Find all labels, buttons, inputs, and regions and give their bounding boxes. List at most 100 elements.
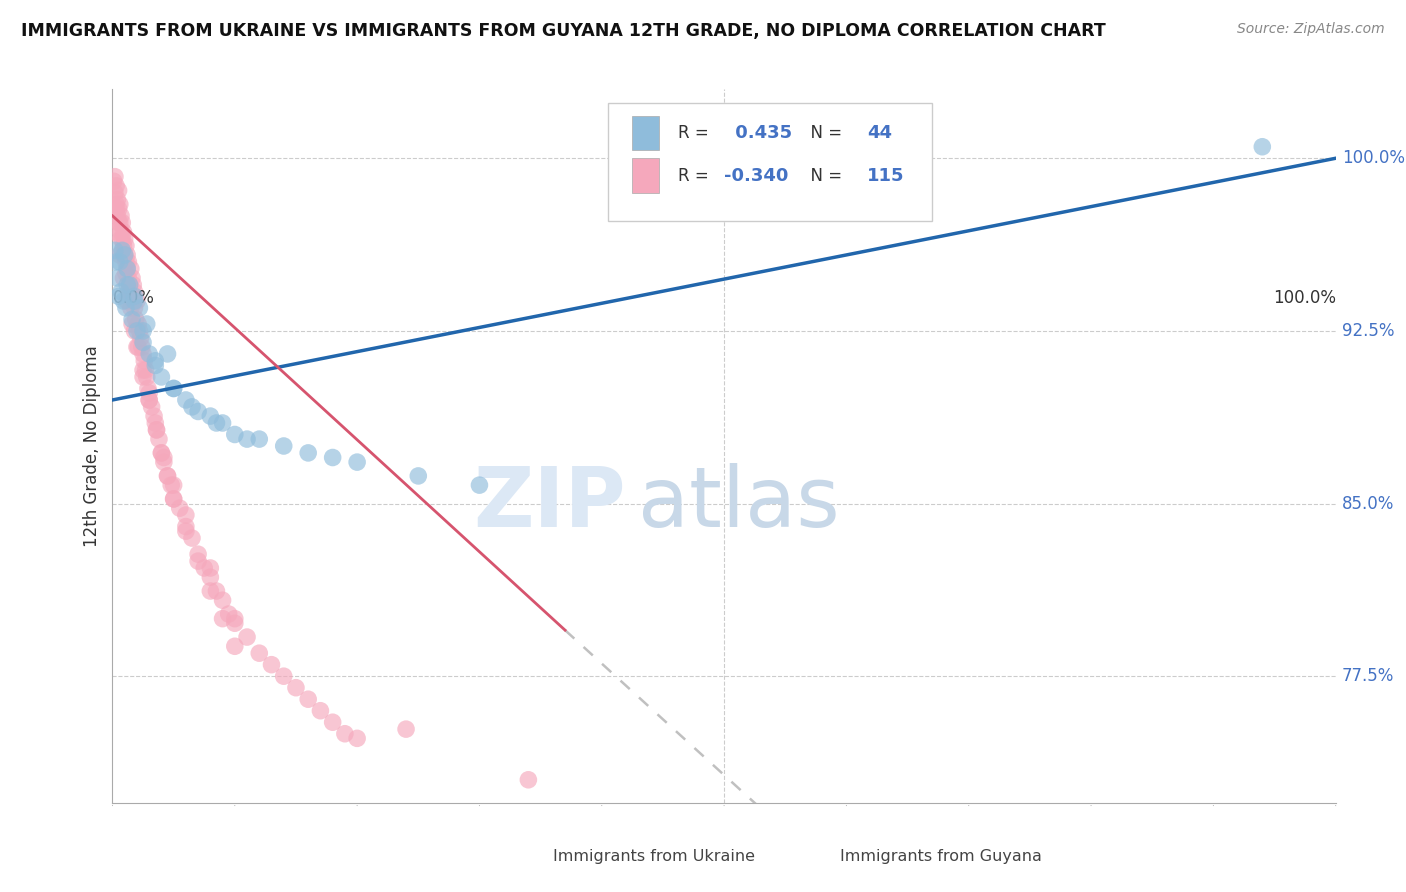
Point (153, 450, 176, 465)
Point (346, 455, 368, 469)
Point (111, 232, 134, 246)
Point (468, 478, 491, 492)
Point (110, 285, 132, 299)
Point (103, 174, 125, 188)
Point (211, 416, 233, 430)
Point (132, 324, 155, 338)
Point (138, 386, 160, 401)
Point (115, 248, 138, 262)
Point (125, 293, 148, 308)
Text: N =: N = (800, 124, 848, 142)
Point (122, 277, 145, 292)
Point (143, 409, 166, 423)
Point (205, 416, 228, 430)
Text: N =: N = (800, 167, 848, 185)
Point (112, 225, 135, 239)
Point (104, 186, 127, 200)
Text: 44: 44 (868, 124, 893, 142)
Point (111, 216, 134, 230)
Bar (633, 159, 659, 193)
Point (148, 432, 170, 446)
Text: ZIP: ZIP (474, 463, 626, 543)
Point (115, 293, 138, 308)
Point (114, 248, 136, 262)
Point (200, 409, 222, 423)
Point (129, 331, 152, 345)
Point (112, 238, 135, 252)
Point (124, 293, 146, 308)
Point (145, 423, 167, 437)
Text: IMMIGRANTS FROM UKRAINE VS IMMIGRANTS FROM GUYANA 12TH GRADE, NO DIPLOMA CORRELA: IMMIGRANTS FROM UKRAINE VS IMMIGRANTS FR… (21, 22, 1107, 40)
Point (122, 293, 145, 308)
Point (297, 446, 319, 460)
Point (143, 416, 166, 430)
Point (333, 727, 356, 741)
Point (107, 202, 129, 216)
Point (124, 289, 146, 303)
Y-axis label: 12th Grade, No Diploma: 12th Grade, No Diploma (83, 345, 101, 547)
Point (136, 381, 159, 395)
Point (309, 704, 332, 718)
Point (107, 289, 129, 303)
Point (105, 209, 128, 223)
FancyBboxPatch shape (607, 103, 932, 221)
Point (120, 301, 142, 315)
Text: R =: R = (678, 167, 714, 185)
Point (150, 446, 173, 460)
Point (156, 347, 179, 361)
Point (112, 271, 135, 285)
Point (153, 455, 176, 469)
Point (127, 340, 149, 354)
Point (124, 285, 146, 299)
Point (115, 266, 138, 280)
Point (211, 593, 233, 607)
Point (115, 301, 138, 315)
Text: 77.5%: 77.5% (1341, 667, 1395, 685)
Bar (633, 116, 659, 150)
Point (121, 317, 143, 331)
Point (105, 178, 128, 193)
Point (284, 681, 308, 695)
Point (105, 197, 128, 211)
Point (105, 225, 128, 239)
Point (115, 238, 138, 252)
Point (121, 271, 143, 285)
Point (115, 255, 138, 269)
Point (110, 209, 132, 223)
Point (138, 392, 160, 407)
Point (187, 404, 209, 418)
Point (104, 169, 127, 184)
Point (187, 547, 209, 561)
Point (236, 432, 259, 446)
Point (121, 312, 143, 326)
Point (224, 616, 246, 631)
Point (118, 277, 141, 292)
Point (150, 446, 173, 460)
Point (260, 657, 283, 672)
Text: Immigrants from Ukraine: Immigrants from Ukraine (553, 849, 755, 863)
Point (200, 584, 222, 599)
Point (112, 248, 135, 262)
Point (108, 255, 131, 269)
Point (408, 469, 430, 483)
Point (205, 584, 228, 599)
Point (181, 400, 204, 414)
Point (160, 478, 183, 492)
Point (163, 491, 186, 506)
Point (163, 381, 186, 395)
Point (236, 630, 259, 644)
Point (174, 508, 197, 522)
Point (131, 340, 153, 354)
Point (135, 370, 157, 384)
Point (163, 491, 186, 506)
Point (124, 301, 146, 315)
Point (174, 524, 197, 538)
Text: 115: 115 (868, 167, 904, 185)
Point (224, 612, 246, 626)
Point (132, 347, 155, 361)
Text: 85.0%: 85.0% (1341, 494, 1395, 513)
Point (127, 317, 149, 331)
Point (108, 248, 131, 262)
Point (132, 370, 155, 384)
Text: 0.0%: 0.0% (112, 289, 155, 307)
